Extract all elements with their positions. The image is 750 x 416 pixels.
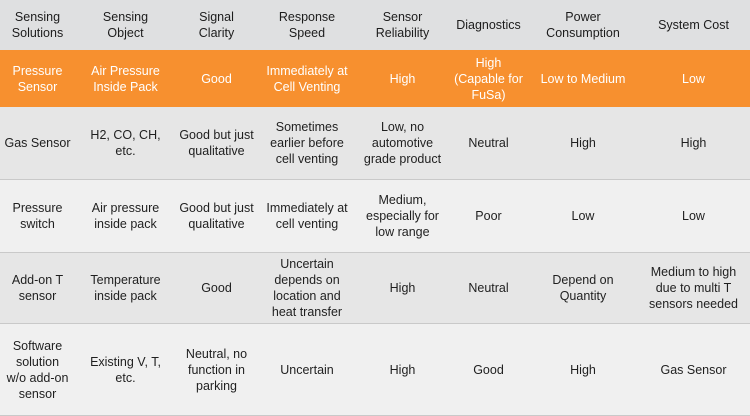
table-cell: Immediately at Cell Venting (257, 50, 357, 107)
table-cell: Gas Sensor (0, 107, 75, 180)
table-cell: High (357, 324, 448, 416)
table-cell: Low (529, 180, 637, 253)
table-cell: Low to Medium (529, 50, 637, 107)
table-cell: Existing V, T, etc. (75, 324, 176, 416)
header-cell-sensor-reliability: Sensor Reliability (357, 0, 448, 50)
table-cell: Good (176, 253, 257, 324)
table-cell: Pressure switch (0, 180, 75, 253)
table-cell: Sometimes earlier before cell venting (257, 107, 357, 180)
table-cell: High (357, 253, 448, 324)
header-cell-signal-clarity: Signal Clarity (176, 0, 257, 50)
table-cell: Good (176, 50, 257, 107)
table-cell: Medium to high due to multi T sensors ne… (637, 253, 750, 324)
table-cell: Low (637, 180, 750, 253)
header-cell-diagnostics: Diagnostics (448, 0, 529, 50)
table-cell: Depend on Quantity (529, 253, 637, 324)
table-cell: High (529, 324, 637, 416)
table-cell: Neutral, no function in parking (176, 324, 257, 416)
table-cell: High (529, 107, 637, 180)
table-cell: Gas Sensor (637, 324, 750, 416)
table-cell: Add-on T sensor (0, 253, 75, 324)
table-cell: High (637, 107, 750, 180)
table-cell: High (357, 50, 448, 107)
table-cell: Good but just qualitative (176, 180, 257, 253)
table-cell: Poor (448, 180, 529, 253)
table-cell: Good (448, 324, 529, 416)
table-cell: High (Capable for FuSa) (448, 50, 529, 107)
table-cell: Neutral (448, 253, 529, 324)
table-cell: Uncertain (257, 324, 357, 416)
table-cell: Neutral (448, 107, 529, 180)
table-cell: Good but just qualitative (176, 107, 257, 180)
table-cell: Pressure Sensor (0, 50, 75, 107)
header-cell-system-cost: System Cost (637, 0, 750, 50)
table-cell: Air Pressure Inside Pack (75, 50, 176, 107)
table-cell: Medium, especially for low range (357, 180, 448, 253)
table-cell: Air pressure inside pack (75, 180, 176, 253)
table-cell: Software solution w/o add-on sensor (0, 324, 75, 416)
header-cell-response-speed: Response Speed (257, 0, 357, 50)
table-cell: H2, CO, CH, etc. (75, 107, 176, 180)
table-cell: Low (637, 50, 750, 107)
header-cell-power-consumption: Power Consumption (529, 0, 637, 50)
table-cell: Immediately at cell venting (257, 180, 357, 253)
table-cell: Low, no automotive grade product (357, 107, 448, 180)
header-cell-sensing-object: Sensing Object (75, 0, 176, 50)
table-cell: Temperature inside pack (75, 253, 176, 324)
header-cell-sensing-solutions: Sensing Solutions (0, 0, 75, 50)
table-cell: Uncertain depends on location and heat t… (257, 253, 357, 324)
